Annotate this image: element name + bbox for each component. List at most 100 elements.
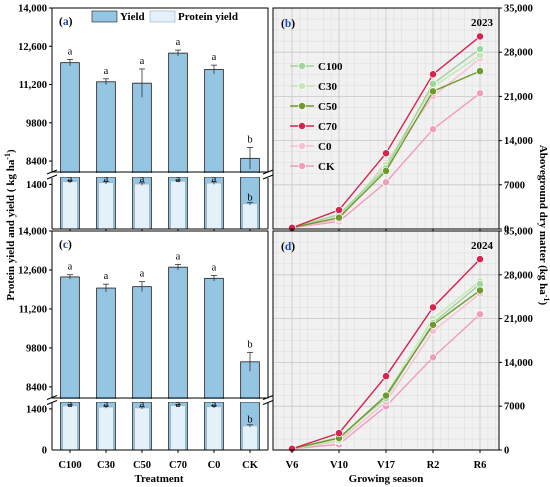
x-tick-label: CK	[242, 460, 259, 471]
series-point-c70	[335, 429, 343, 438]
yield-significance-letter: a	[140, 56, 145, 67]
x-tick-label: V10	[330, 460, 348, 471]
upper-frame	[51, 7, 269, 173]
panel-label-paren: )	[291, 18, 295, 30]
series-point-c50	[429, 87, 437, 96]
y-tick-label: 12,600	[18, 42, 47, 53]
x-tick-label: C0	[208, 460, 221, 471]
legend-swatch-yield	[91, 10, 118, 23]
panel-label: (a)	[59, 16, 73, 28]
protein-yield-bar	[206, 406, 222, 451]
series-point-c70	[476, 32, 484, 41]
protein-yield-bar	[170, 180, 186, 230]
bar-legend: Yield Protein yield	[91, 10, 238, 23]
panel-label: (b)	[281, 18, 295, 30]
series-point-ck	[382, 178, 390, 187]
panel-label: (c)	[59, 239, 72, 251]
yield-significance-letter: b	[247, 339, 252, 350]
upper-frame	[51, 230, 269, 399]
protein-significance-letter: a	[140, 174, 145, 185]
legend-label-ck: CK	[318, 161, 335, 173]
bar-panel-a: a a a a a a a a a a b b 8400 9800 11,200 12,600 14,000 14…	[18, 4, 274, 232]
series-point-c70	[429, 70, 437, 79]
protein-yield-bar	[62, 181, 78, 230]
panel-label-letter: c	[63, 239, 68, 251]
y-tick-label: 9800	[26, 343, 47, 354]
right-x-axis-title: Growing season	[349, 473, 424, 485]
protein-significance-letter: a	[68, 174, 73, 185]
x-tick-label: V17	[377, 460, 395, 471]
legend-label-c0: C0	[318, 141, 332, 153]
axis-break-gap	[51, 399, 269, 402]
protein-significance-letter: a	[104, 174, 109, 185]
yield-bar	[204, 277, 224, 401]
y-tick-label: 14,000	[18, 4, 47, 15]
legend-label-c50: C50	[318, 101, 337, 113]
x-tick-label: C30	[97, 460, 115, 471]
legend-marker-c70	[298, 122, 306, 130]
y-tick-label: 8400	[26, 382, 47, 393]
series-point-ck	[429, 353, 437, 362]
series-point-ck	[476, 310, 484, 319]
panel-label-paren: )	[291, 241, 295, 253]
y-tick-label: 21,000	[504, 314, 533, 325]
y-tick-label: 1400	[26, 180, 47, 191]
protein-significance-letter: a	[176, 399, 181, 410]
yield-significance-letter: a	[140, 269, 145, 280]
y-tick-label: 35,000	[504, 227, 533, 238]
y-tick-label: 7000	[504, 180, 525, 191]
yield-significance-letter: a	[212, 52, 217, 63]
legend-marker-c30	[298, 82, 306, 90]
y-tick-label: 0	[504, 225, 509, 236]
protein-significance-letter: a	[176, 174, 181, 185]
right-y-axis-title: Aboveground dry matter (kg ha-1)	[537, 145, 550, 306]
legend-label-c100: C100	[318, 61, 343, 73]
protein-significance-letter: a	[212, 399, 217, 410]
legend-marker-c100	[298, 62, 306, 70]
y-tick-label: 11,200	[19, 304, 47, 315]
y-tick-label: 8400	[26, 157, 47, 168]
y-tick-label: 9800	[26, 118, 47, 129]
panel-label-paren: (	[281, 241, 285, 253]
axis-break-mark	[46, 174, 58, 180]
legend-label-yield: Yield	[120, 11, 145, 23]
year-annotation: 2024	[471, 240, 494, 252]
yield-bar	[60, 62, 80, 175]
yield-bar	[60, 276, 80, 401]
panel-label-letter: d	[285, 241, 292, 253]
legend-marker-ck	[298, 162, 306, 170]
series-point-ck	[476, 89, 484, 98]
series-point-ck	[429, 125, 437, 134]
series-point-c70	[382, 149, 390, 158]
protein-significance-letter: b	[247, 415, 252, 426]
protein-yield-bar	[242, 425, 258, 451]
legend-label-protein: Protein yield	[178, 11, 238, 23]
series-point-c50	[476, 286, 484, 295]
y-tick-label: 21,000	[504, 92, 533, 103]
yield-significance-letter: a	[176, 251, 181, 262]
y-tick-label: 12,600	[18, 265, 47, 276]
axis-break-gap	[51, 173, 269, 177]
protein-yield-bar	[134, 183, 150, 230]
x-tick-label: V6	[286, 460, 299, 471]
yield-significance-letter: a	[68, 46, 73, 57]
legend-label-c70: C70	[318, 121, 337, 133]
x-tick-label: C70	[169, 460, 187, 471]
yield-bar	[168, 266, 188, 401]
protein-significance-letter: a	[140, 399, 145, 410]
x-tick-label: R6	[474, 460, 487, 471]
legend-swatch-protein	[149, 10, 176, 23]
year-annotation: 2023	[471, 17, 494, 29]
bar-panels: a a a a a a a a a a b b 8400 9800 11,200 12,600 14,000 14…	[18, 4, 274, 471]
panel-label-letter: b	[285, 18, 291, 30]
yield-significance-letter: a	[68, 262, 73, 273]
x-tick-label: C50	[133, 460, 151, 471]
y-tick-label: 28,000	[504, 270, 533, 281]
series-point-c50	[335, 213, 343, 222]
y-tick-label: 14,000	[504, 136, 533, 147]
protein-significance-letter: a	[68, 399, 73, 410]
legend-label-c30: C30	[318, 81, 337, 93]
panel-label-paren: )	[68, 239, 72, 251]
